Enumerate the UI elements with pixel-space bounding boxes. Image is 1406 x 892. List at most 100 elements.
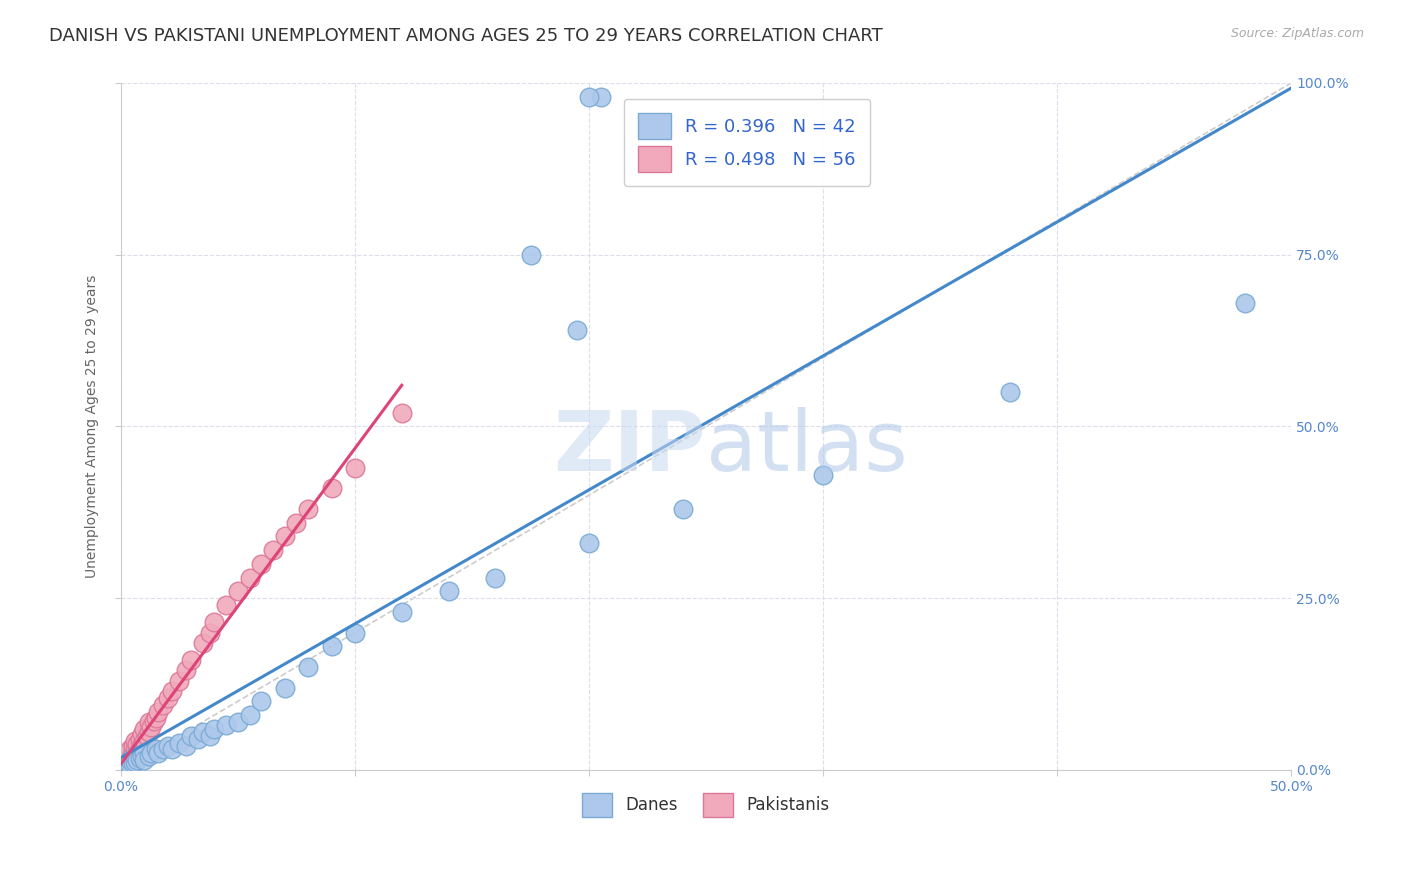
Point — [672, 502, 695, 516]
Point — [138, 749, 160, 764]
Point — [273, 681, 295, 695]
Point — [131, 749, 153, 764]
Point — [124, 755, 146, 769]
Point — [239, 708, 262, 723]
Point — [110, 756, 132, 771]
Point — [134, 722, 156, 736]
Point — [114, 756, 136, 771]
Point — [156, 690, 179, 705]
Point — [148, 705, 170, 719]
Point — [114, 753, 136, 767]
Point — [141, 720, 163, 734]
Point — [285, 516, 308, 530]
Point — [152, 698, 174, 712]
Point — [1233, 295, 1256, 310]
Point — [148, 746, 170, 760]
Point — [578, 536, 600, 550]
Point — [110, 753, 132, 767]
Point — [134, 734, 156, 748]
Point — [273, 529, 295, 543]
Point — [142, 714, 165, 728]
Text: atlas: atlas — [706, 407, 908, 488]
Point — [128, 750, 150, 764]
Point — [127, 753, 149, 767]
Point — [1000, 385, 1022, 400]
Point — [180, 653, 202, 667]
Point — [138, 725, 160, 739]
Point — [135, 729, 157, 743]
Point — [262, 543, 284, 558]
Point — [120, 753, 142, 767]
Point — [162, 684, 184, 698]
Point — [120, 753, 142, 767]
Point — [250, 557, 273, 571]
Point — [215, 598, 238, 612]
Point — [204, 615, 226, 630]
Legend: Danes, Pakistanis: Danes, Pakistanis — [576, 787, 837, 823]
Point — [112, 757, 135, 772]
Point — [128, 741, 150, 756]
Point — [124, 747, 146, 762]
Point — [343, 460, 366, 475]
Point — [391, 406, 413, 420]
Point — [198, 729, 221, 743]
Point — [152, 742, 174, 756]
Point — [117, 755, 139, 769]
Point — [127, 744, 149, 758]
Point — [589, 89, 612, 103]
Point — [176, 664, 198, 678]
Point — [124, 749, 146, 764]
Point — [120, 757, 142, 772]
Point — [121, 739, 143, 753]
Point — [191, 725, 214, 739]
Point — [121, 750, 143, 764]
Point — [138, 714, 160, 729]
Point — [117, 750, 139, 764]
Point — [156, 739, 179, 753]
Point — [250, 694, 273, 708]
Point — [127, 737, 149, 751]
Point — [198, 625, 221, 640]
Point — [131, 737, 153, 751]
Point — [187, 732, 209, 747]
Point — [578, 89, 600, 103]
Point — [114, 747, 136, 762]
Point — [124, 734, 146, 748]
Point — [567, 323, 589, 337]
Text: ZIP: ZIP — [554, 407, 706, 488]
Point — [145, 742, 167, 756]
Point — [117, 746, 139, 760]
Point — [117, 756, 139, 771]
Point — [180, 729, 202, 743]
Point — [204, 722, 226, 736]
Point — [141, 746, 163, 760]
Point — [176, 739, 198, 753]
Text: DANISH VS PAKISTANI UNEMPLOYMENT AMONG AGES 25 TO 29 YEARS CORRELATION CHART: DANISH VS PAKISTANI UNEMPLOYMENT AMONG A… — [49, 27, 883, 45]
Point — [112, 755, 135, 769]
Point — [112, 750, 135, 764]
Point — [811, 467, 834, 482]
Point — [110, 759, 132, 773]
Point — [191, 636, 214, 650]
Point — [321, 481, 343, 495]
Point — [519, 248, 541, 262]
Text: Source: ZipAtlas.com: Source: ZipAtlas.com — [1230, 27, 1364, 40]
Point — [124, 742, 146, 756]
Point — [114, 759, 136, 773]
Point — [131, 727, 153, 741]
Point — [134, 753, 156, 767]
Point — [169, 735, 191, 749]
Point — [484, 571, 506, 585]
Point — [239, 571, 262, 585]
Point — [121, 756, 143, 771]
Point — [215, 718, 238, 732]
Y-axis label: Unemployment Among Ages 25 to 29 years: Unemployment Among Ages 25 to 29 years — [86, 275, 100, 578]
Point — [120, 747, 142, 762]
Point — [169, 673, 191, 688]
Point — [297, 502, 319, 516]
Point — [226, 714, 249, 729]
Point — [128, 732, 150, 747]
Point — [437, 584, 460, 599]
Point — [297, 660, 319, 674]
Point — [343, 625, 366, 640]
